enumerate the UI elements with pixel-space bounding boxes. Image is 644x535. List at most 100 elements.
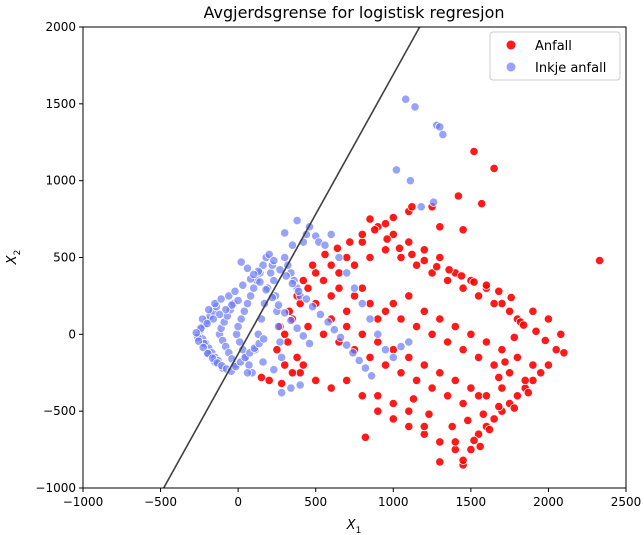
legend-label-inkje-anfall: Inkje anfall xyxy=(535,61,606,76)
data-point xyxy=(438,130,448,140)
data-point xyxy=(280,308,290,318)
data-point xyxy=(520,375,530,385)
data-point xyxy=(594,255,605,266)
data-point xyxy=(458,455,468,465)
data-point xyxy=(342,252,352,263)
x-axis-label-base: X xyxy=(346,518,357,533)
data-point xyxy=(528,306,538,316)
data-point xyxy=(236,257,246,267)
data-point xyxy=(365,252,375,263)
data-point xyxy=(276,378,287,389)
data-point xyxy=(404,291,414,301)
data-point xyxy=(504,368,515,378)
data-point xyxy=(559,348,569,358)
data-point xyxy=(466,329,476,339)
y-tick-label: 500 xyxy=(53,251,76,265)
data-point xyxy=(536,368,546,378)
data-point xyxy=(373,314,383,324)
data-point xyxy=(194,336,204,346)
data-point xyxy=(435,122,445,132)
data-point xyxy=(357,237,367,247)
data-point xyxy=(466,444,476,455)
data-point xyxy=(543,360,554,370)
data-point xyxy=(280,329,290,339)
data-point xyxy=(442,275,453,286)
data-point xyxy=(473,429,484,439)
data-point xyxy=(388,398,398,409)
data-point xyxy=(357,391,367,401)
data-point xyxy=(506,292,516,303)
data-point xyxy=(424,409,434,419)
data-point xyxy=(396,252,406,263)
data-point xyxy=(287,368,297,378)
data-point xyxy=(469,277,479,287)
data-point xyxy=(269,365,279,375)
data-point xyxy=(512,352,523,362)
data-point xyxy=(273,300,284,310)
data-point xyxy=(342,375,352,385)
data-point xyxy=(404,337,414,347)
data-point xyxy=(435,457,445,467)
data-point xyxy=(484,424,495,435)
data-point xyxy=(334,283,344,293)
data-point xyxy=(388,212,398,223)
data-point xyxy=(556,329,566,339)
data-point xyxy=(388,345,398,355)
data-point xyxy=(407,249,417,259)
data-point xyxy=(320,240,330,250)
data-point xyxy=(458,398,468,409)
data-point xyxy=(191,328,201,338)
x-tick-label: −1000 xyxy=(63,495,104,509)
y-tick-label: 0 xyxy=(68,327,76,341)
data-point xyxy=(224,291,234,301)
data-point xyxy=(295,368,305,378)
data-point xyxy=(481,391,491,401)
data-point xyxy=(380,245,391,255)
data-point xyxy=(427,383,437,393)
data-point xyxy=(540,335,550,346)
y-axis-label: X2 xyxy=(5,250,23,266)
data-point xyxy=(273,321,284,332)
data-point xyxy=(329,325,339,335)
legend-box xyxy=(489,31,621,81)
data-point xyxy=(419,360,429,370)
x-axis: −1000 −500 0 500 1000 1500 2000 2500 xyxy=(63,488,641,509)
data-point xyxy=(365,214,375,224)
data-point xyxy=(442,337,453,347)
data-point xyxy=(345,237,355,247)
data-point xyxy=(518,320,529,330)
data-point xyxy=(373,337,383,347)
data-point xyxy=(348,348,358,358)
data-point xyxy=(388,229,398,239)
data-point xyxy=(419,255,429,266)
data-point xyxy=(489,414,499,424)
data-point xyxy=(342,306,352,316)
data-point xyxy=(373,406,383,416)
data-point xyxy=(272,345,282,355)
data-point xyxy=(246,291,256,301)
data-point xyxy=(318,275,329,286)
data-point xyxy=(411,260,422,270)
data-point xyxy=(473,291,484,301)
data-point xyxy=(360,363,370,373)
data-point xyxy=(227,300,237,310)
data-point xyxy=(269,255,279,266)
data-point xyxy=(258,357,268,367)
data-point xyxy=(334,252,344,263)
data-point xyxy=(478,409,488,419)
chart-title: Avgjerdsgrense for logistisk regresjon xyxy=(203,3,504,22)
data-point xyxy=(396,314,406,324)
data-point xyxy=(303,321,313,332)
data-point xyxy=(261,285,271,295)
data-point xyxy=(242,298,253,309)
data-point xyxy=(276,388,287,398)
data-point xyxy=(512,391,523,401)
data-point xyxy=(394,243,405,253)
data-point xyxy=(380,345,391,355)
data-point xyxy=(286,315,296,326)
data-point xyxy=(435,314,445,324)
data-point xyxy=(315,309,325,319)
data-point xyxy=(334,268,344,278)
data-point xyxy=(481,280,491,290)
data-point xyxy=(342,268,352,278)
